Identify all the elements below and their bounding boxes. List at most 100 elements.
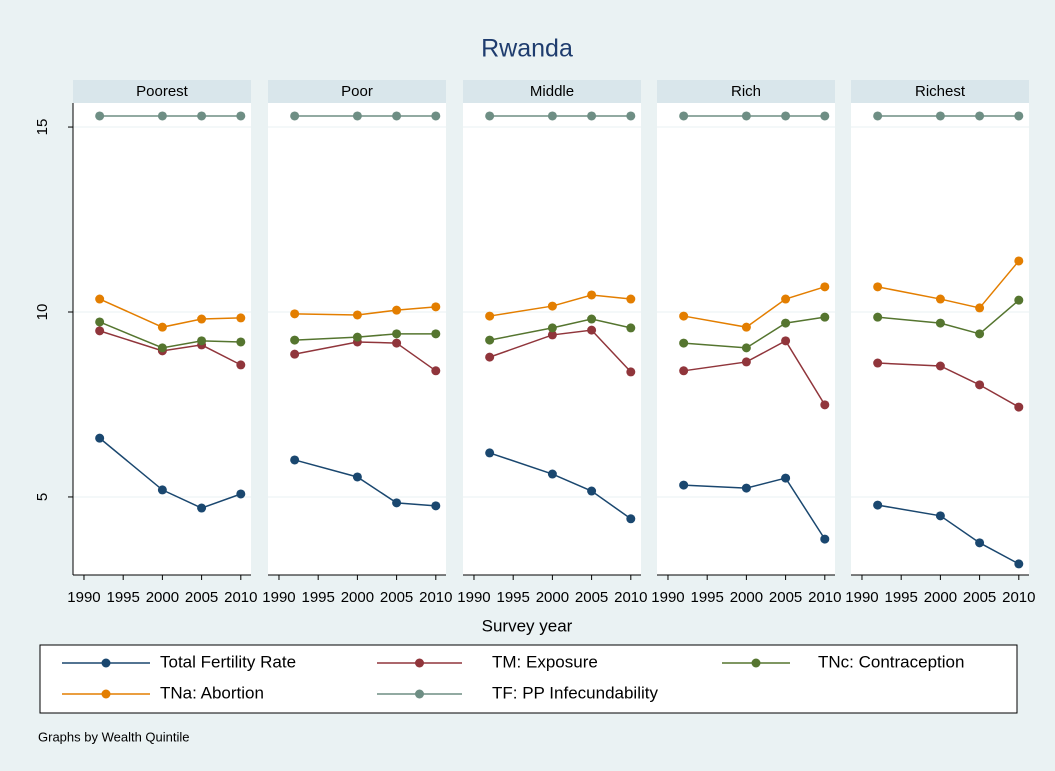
point [820, 111, 830, 121]
x-tick-label: 2010 [224, 589, 257, 606]
point [1014, 295, 1024, 305]
point [975, 111, 985, 121]
panel-title: Rich [731, 83, 761, 100]
series-line [99, 330, 242, 366]
x-tick-label: 2000 [341, 589, 374, 606]
point [352, 310, 362, 320]
point [290, 111, 300, 121]
point [95, 326, 105, 336]
series-line [683, 286, 826, 328]
point [679, 111, 689, 121]
series-line [683, 477, 826, 540]
x-tick-label: 1995 [301, 589, 334, 606]
point [236, 337, 246, 347]
x-tick-label: 1990 [651, 589, 684, 606]
point [392, 498, 402, 508]
point [290, 455, 300, 465]
point [547, 323, 557, 333]
series-line [489, 294, 631, 317]
point [290, 309, 300, 319]
point [352, 472, 362, 482]
x-tick-label: 2005 [769, 589, 802, 606]
point [197, 314, 207, 324]
point [1014, 559, 1024, 569]
series-line [99, 298, 241, 328]
x-tick-label: 2005 [963, 589, 996, 606]
point [290, 349, 300, 359]
point [157, 111, 167, 121]
x-tick-label: 2005 [380, 589, 413, 606]
legend-label: TM: Exposure [492, 652, 598, 671]
x-tick-label: 1995 [690, 589, 723, 606]
series-line [683, 316, 825, 349]
point [485, 448, 495, 458]
point [741, 483, 751, 493]
point [485, 352, 495, 362]
point [1014, 402, 1024, 412]
point [431, 302, 441, 312]
y-tick-label: 15 [34, 119, 51, 136]
point [781, 294, 791, 304]
series-line [877, 362, 1020, 408]
series-line [489, 318, 631, 341]
point [626, 323, 636, 333]
panel-header [463, 80, 641, 103]
point [679, 366, 689, 376]
point [975, 538, 985, 548]
point [352, 332, 362, 342]
point [781, 318, 791, 328]
legend-label: Total Fertility Rate [160, 652, 296, 671]
point [781, 473, 791, 483]
point [95, 317, 105, 327]
point [873, 282, 883, 292]
point [626, 367, 636, 377]
chart-title: Rwanda [481, 35, 573, 63]
point [1014, 256, 1024, 266]
point [975, 380, 985, 390]
point [781, 336, 791, 346]
x-tick-label: 2000 [536, 589, 569, 606]
point [935, 294, 945, 304]
legend-marker [101, 658, 111, 668]
x-tick-label: 1990 [67, 589, 100, 606]
point [157, 485, 167, 495]
x-tick-label: 1990 [457, 589, 490, 606]
panel-title: Poorest [136, 83, 189, 100]
x-tick-label: 1990 [262, 589, 295, 606]
plot-area [851, 103, 1029, 575]
point [547, 111, 557, 121]
x-tick-label: 2010 [1002, 589, 1035, 606]
legend [39, 644, 1018, 714]
point [485, 335, 495, 345]
point [820, 534, 830, 544]
point [236, 313, 246, 323]
x-tick-label: 2005 [575, 589, 608, 606]
legend-marker [751, 658, 761, 668]
y-tick-label: 5 [34, 493, 51, 501]
point [197, 336, 207, 346]
point [873, 500, 883, 510]
point [431, 501, 441, 511]
point [236, 111, 246, 121]
point [820, 400, 830, 410]
point [873, 358, 883, 368]
legend-marker [415, 689, 424, 699]
point [157, 322, 167, 332]
point [157, 343, 167, 353]
point [975, 303, 985, 313]
point [392, 111, 402, 121]
x-tick-label: 2010 [419, 589, 452, 606]
point [679, 338, 689, 348]
point [587, 111, 597, 121]
point [95, 111, 105, 121]
point [935, 511, 945, 521]
series-line [294, 459, 436, 507]
point [820, 312, 830, 322]
series-line [99, 437, 242, 509]
panel-header [268, 80, 446, 103]
panel-title: Richest [915, 83, 966, 100]
point [587, 314, 597, 324]
x-tick-label: 1995 [496, 589, 529, 606]
plot-area [73, 103, 251, 575]
